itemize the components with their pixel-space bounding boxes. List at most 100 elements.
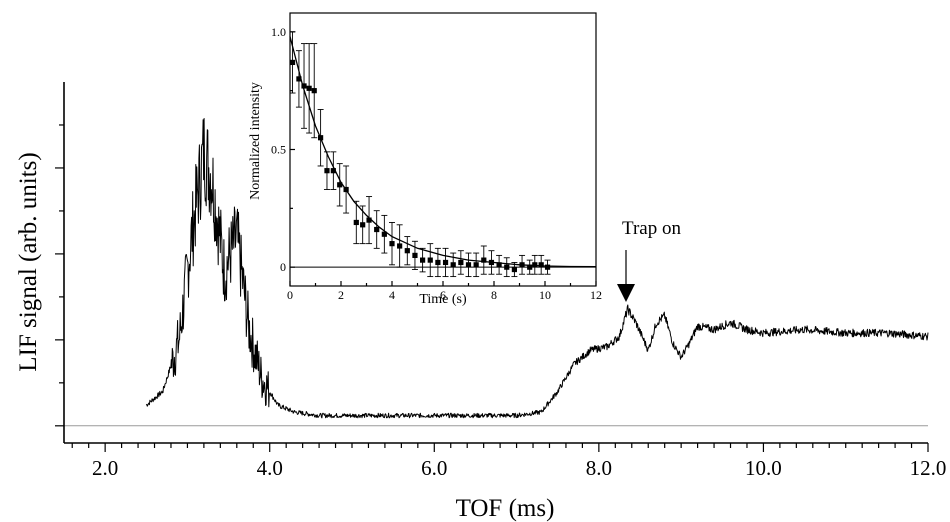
inset-data-point [317, 109, 324, 167]
inset-data-point [353, 200, 360, 245]
inset-marker [381, 231, 387, 237]
inset-marker [427, 257, 433, 263]
inset-data-point [323, 151, 330, 190]
inset-marker [366, 217, 372, 223]
inset-data-point [450, 252, 457, 278]
inset-data-point [389, 222, 395, 266]
inset-data-point [457, 250, 464, 275]
inset-y-tick-label: 0 [280, 260, 286, 274]
inset-marker [374, 226, 380, 233]
inset-data-point [434, 247, 441, 278]
inset-data-point [544, 259, 551, 275]
inset-data-point [366, 196, 373, 245]
inset-marker [318, 135, 324, 141]
main-y-axis-label: LIF signal (arb. units) [15, 152, 42, 371]
inset-marker [324, 168, 330, 174]
inset-data-point [295, 50, 302, 108]
inset-marker [397, 243, 403, 249]
inset-data-point [306, 43, 313, 134]
inset-data-point [343, 165, 350, 214]
inset-marker [532, 262, 538, 268]
inset-marker [389, 241, 395, 247]
inset-marker [306, 85, 312, 91]
inset-data-point [396, 224, 403, 268]
main-x-axis-label: TOF (ms) [456, 495, 555, 522]
inset-data-point [311, 43, 318, 139]
inset-marker [420, 257, 426, 263]
inset-data-point [442, 247, 449, 278]
lif-signal-trace [145, 118, 929, 419]
inset-data-point [301, 43, 308, 129]
trap-on-arrow-head [617, 284, 635, 302]
inset-marker [450, 262, 456, 268]
inset-x-axis-label: Time (s) [419, 292, 467, 307]
main-x-tick-label: 4.0 [257, 456, 283, 480]
inset-marker [504, 264, 510, 270]
inset-marker [473, 262, 479, 268]
inset-data-point [488, 250, 495, 275]
inset-marker [496, 262, 502, 268]
main-x-ticks: 2.0 4.0 6.0 8.0 10.0 12.0 [71, 443, 947, 480]
inset-x-tick-label: 8 [491, 288, 497, 302]
inset-data-point [465, 252, 472, 278]
inset-marker [301, 83, 307, 89]
inset-data-points [289, 31, 551, 278]
inset-data-point [480, 245, 487, 275]
inset-y-axis-label: Normalized intensity [248, 82, 263, 200]
inset-marker [404, 248, 410, 254]
inset-marker [343, 186, 349, 193]
inset-marker [527, 264, 533, 270]
trap-on-annotation: Trap on [617, 218, 681, 302]
inset-marker [296, 76, 302, 82]
inset-marker [511, 266, 517, 273]
main-x-tick-label: 10.0 [745, 456, 782, 480]
inset-data-point [473, 252, 480, 278]
inset-marker [465, 262, 472, 268]
inset-y-ticks: 0 0.5 1.0 [271, 25, 295, 274]
inset-y-tick-label: 1.0 [271, 25, 286, 39]
main-x-tick-label: 6.0 [421, 456, 447, 480]
inset-data-point [336, 163, 343, 207]
inset-data-point [531, 254, 538, 275]
trap-on-label: Trap on [622, 218, 681, 239]
main-x-tick-label: 12.0 [910, 456, 947, 480]
inset-marker [337, 182, 343, 188]
inset-x-tick-label: 0 [287, 288, 293, 302]
inset-data-point [427, 243, 434, 278]
inset-data-point [411, 240, 418, 270]
inset-marker [360, 222, 366, 228]
inset-data-point [496, 254, 503, 275]
inset-marker [458, 259, 464, 266]
main-x-tick-label: 8.0 [586, 456, 612, 480]
inset-data-point [511, 262, 518, 278]
inset-y-tick-label: 0.5 [271, 143, 286, 157]
inset-marker [538, 262, 544, 268]
inset-plot: 0 2 4 6 8 10 12 0 0.5 1.0 Time (s) Normalized in… [248, 12, 602, 307]
inset-marker [412, 252, 418, 259]
inset-x-tick-label: 2 [338, 288, 344, 302]
main-plot: 2.0 4.0 6.0 8.0 10.0 12.0 TOF (ms) LIF signal… [15, 82, 946, 522]
inset-marker [330, 168, 336, 174]
inset-data-point [404, 236, 411, 266]
inset-x-tick-label: 4 [389, 288, 395, 302]
inset-data-point [526, 259, 533, 275]
inset-marker [311, 88, 317, 94]
inset-marker [488, 259, 495, 266]
inset-data-point [519, 254, 526, 275]
inset-data-point [359, 205, 366, 245]
inset-x-tick-label: 6 [440, 288, 446, 302]
inset-x-ticks: 0 2 4 6 8 10 12 [287, 281, 602, 302]
inset-data-point [538, 254, 545, 275]
inset-data-point [503, 257, 510, 278]
inset-x-tick-label: 10 [539, 288, 551, 302]
inset-marker [442, 259, 449, 266]
inset-marker [435, 259, 441, 266]
inset-marker [289, 59, 296, 66]
inset-frame [289, 12, 597, 287]
inset-data-point [373, 210, 380, 249]
main-y-ticks [55, 124, 64, 427]
inset-marker [519, 262, 525, 268]
inset-marker [544, 264, 551, 270]
main-x-tick-label: 2.0 [92, 456, 118, 480]
